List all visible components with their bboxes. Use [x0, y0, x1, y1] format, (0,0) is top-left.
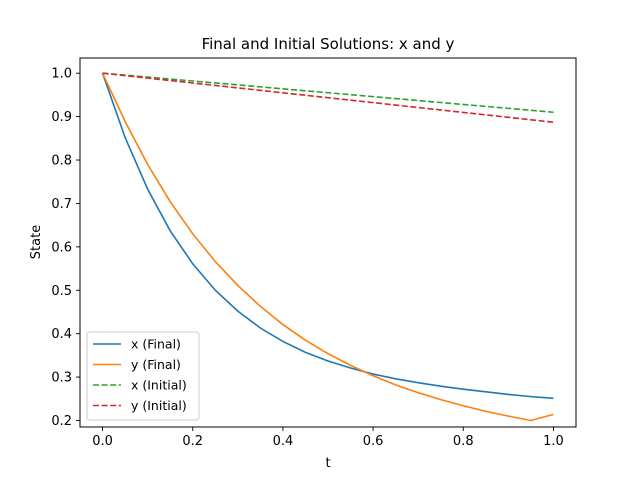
series-layer	[101, 72, 554, 422]
x-tick-label: 0.6	[363, 434, 384, 449]
y-tick-label: 0.2	[51, 414, 72, 429]
x-tick-label: 0.4	[273, 434, 294, 449]
plot-frame	[79, 57, 577, 428]
legend-label-4: y (Initial)	[131, 398, 187, 413]
x-axis: 0.0 0.2 0.4 0.6 0.8 1.0	[92, 427, 564, 449]
y-tick-label: 0.5	[51, 284, 72, 299]
series-line-1	[101, 72, 554, 400]
x-tick-label: 0.0	[92, 434, 113, 449]
legend-label-3: x (Initial)	[131, 378, 187, 393]
y-axis: 0.2 0.3 0.4 0.5 0.6 0.7 0.8 0.9 1.0	[51, 67, 80, 429]
y-tick-label: 0.6	[51, 240, 72, 255]
legend-box	[86, 331, 200, 421]
y-axis-label: State	[29, 225, 44, 259]
x-tick-label: 0.2	[182, 434, 203, 449]
y-tick-label: 1.0	[51, 67, 72, 82]
legend: x (Final) y (Final) x (Initial) y (Initial)	[86, 331, 200, 421]
legend-label-2: y (Final)	[131, 357, 181, 372]
y-tick-label: 0.4	[51, 327, 72, 342]
y-tick-label: 0.7	[51, 197, 72, 212]
chart-title: Final and Initial Solutions: x and y	[202, 35, 455, 53]
legend-label-1: x (Final)	[131, 337, 181, 352]
series-line-3	[102, 72, 554, 114]
series-line-2	[101, 72, 554, 422]
x-tick-label: 0.8	[453, 434, 474, 449]
x-axis-label: t	[325, 456, 330, 471]
x-tick-label: 1.0	[543, 434, 564, 449]
y-tick-label: 0.3	[51, 371, 72, 386]
y-tick-label: 0.9	[51, 110, 72, 125]
series-line-4	[102, 72, 554, 124]
y-tick-label: 0.8	[51, 154, 72, 169]
